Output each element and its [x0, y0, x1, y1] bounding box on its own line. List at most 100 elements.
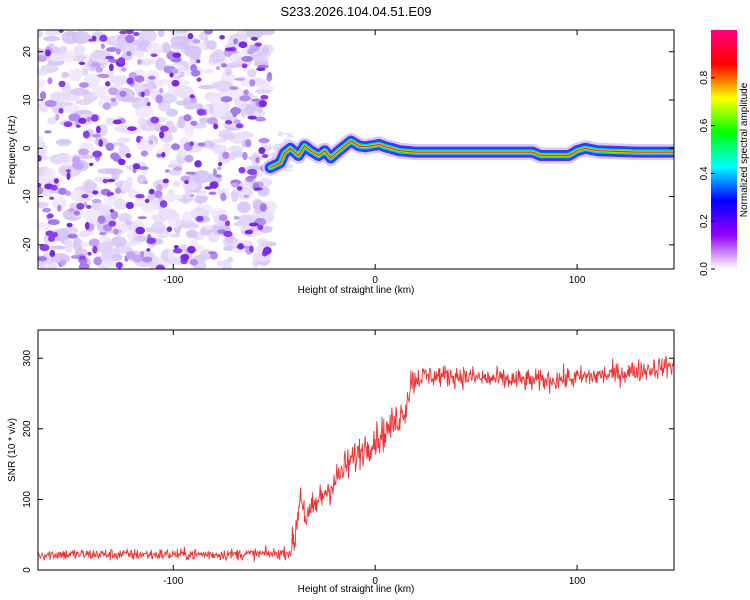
noise-blob	[90, 62, 101, 68]
noise-blob	[165, 108, 179, 117]
noise-blob	[249, 245, 254, 253]
noise-blob	[157, 93, 178, 104]
noise-blob	[99, 231, 107, 236]
noise-blob	[171, 126, 178, 134]
snr-ytick-label: 100	[22, 491, 33, 508]
noise-blob	[42, 207, 51, 213]
noise-blob	[110, 152, 120, 161]
noise-blob	[119, 30, 128, 35]
spectrogram-noise	[38, 30, 295, 269]
noise-blob	[207, 40, 217, 51]
noise-blob	[245, 138, 252, 148]
noise-blob	[50, 91, 66, 104]
noise-blob	[117, 57, 126, 65]
noise-blob	[106, 178, 116, 183]
noise-blob	[105, 81, 111, 87]
noise-blob	[137, 166, 149, 171]
noise-blob	[110, 210, 119, 220]
noise-blob	[68, 208, 75, 213]
noise-blob	[47, 213, 54, 219]
noise-blob	[198, 31, 209, 41]
snr-axes: -100 0 100 0 100 200 300	[22, 330, 674, 587]
noise-blob	[172, 180, 181, 187]
noise-blob	[43, 35, 61, 42]
spectrogram-ytick-label: 0	[22, 145, 33, 151]
noise-blob	[233, 119, 241, 124]
noise-blob	[267, 144, 273, 150]
noise-blob	[251, 55, 266, 62]
noise-blob	[59, 259, 67, 266]
colorbar: 0.0 0.2 0.4 0.6 0.8 Normalized spectral ampl…	[699, 30, 750, 276]
noise-blob	[254, 116, 267, 122]
noise-blob	[75, 99, 92, 106]
noise-blob	[86, 78, 98, 89]
signal-core	[269, 140, 674, 169]
spectrogram-xtick-label: 0	[372, 275, 378, 286]
colorbar-bar	[711, 30, 737, 269]
noise-blob	[68, 113, 81, 122]
noise-blob	[125, 34, 135, 44]
noise-blob	[52, 231, 58, 238]
noise-blob	[58, 107, 64, 114]
noise-blob	[204, 186, 213, 190]
noise-blob	[133, 31, 140, 37]
noise-blob	[140, 250, 145, 258]
colorbar-tick-label: 0.8	[699, 70, 710, 84]
noise-blob	[146, 248, 151, 252]
snr-xtick-label: -100	[163, 576, 183, 587]
noise-blob	[61, 71, 70, 79]
spectrogram-frame	[37, 29, 675, 270]
noise-blob	[52, 196, 67, 210]
noise-blob	[189, 194, 195, 198]
snr-xlabel: Height of straight line (km)	[298, 584, 415, 595]
noise-blob	[257, 224, 264, 231]
noise-blob	[38, 68, 48, 76]
noise-blob	[77, 148, 90, 156]
noise-blob	[72, 53, 86, 62]
noise-blob	[108, 87, 119, 96]
noise-blob	[58, 187, 67, 196]
noise-blob	[111, 141, 125, 147]
noise-blob	[212, 102, 226, 117]
noise-blob	[224, 119, 233, 125]
noise-blob	[159, 87, 164, 94]
noise-blob	[38, 201, 49, 209]
noise-blob	[196, 108, 206, 116]
noise-blob	[255, 157, 260, 164]
noise-blob	[212, 168, 217, 177]
noise-blob	[47, 219, 60, 226]
noise-blob	[106, 191, 112, 197]
snr-series-line	[38, 355, 674, 562]
noise-blob	[38, 78, 46, 88]
noise-blob	[119, 90, 127, 97]
snr-xtick-label: 0	[372, 576, 378, 587]
noise-blob	[63, 50, 76, 63]
noise-blob	[260, 94, 269, 100]
noise-blob	[109, 209, 114, 213]
noise-blob	[218, 214, 228, 222]
noise-blob	[85, 221, 90, 230]
noise-blob	[213, 123, 219, 130]
noise-blob	[86, 116, 92, 122]
noise-blob	[135, 106, 154, 118]
noise-blob	[230, 182, 239, 188]
noise-blob	[38, 55, 48, 63]
noise-blob	[82, 179, 96, 194]
snr-xtick-label: 100	[569, 576, 586, 587]
noise-blob	[220, 63, 227, 68]
noise-blob	[215, 65, 221, 70]
noise-blob	[233, 38, 239, 45]
noise-blob	[148, 188, 155, 195]
noise-blob	[215, 174, 222, 178]
noise-blob	[222, 133, 236, 141]
noise-blob	[250, 36, 259, 41]
noise-blob	[142, 180, 149, 185]
noise-blob	[113, 228, 119, 235]
noise-blob	[38, 186, 44, 195]
noise-blob	[146, 101, 151, 107]
noise-blob	[182, 211, 193, 222]
noise-blob	[144, 198, 150, 203]
noise-blob	[113, 198, 128, 210]
noise-blob	[162, 42, 171, 53]
noise-blob	[164, 169, 170, 173]
